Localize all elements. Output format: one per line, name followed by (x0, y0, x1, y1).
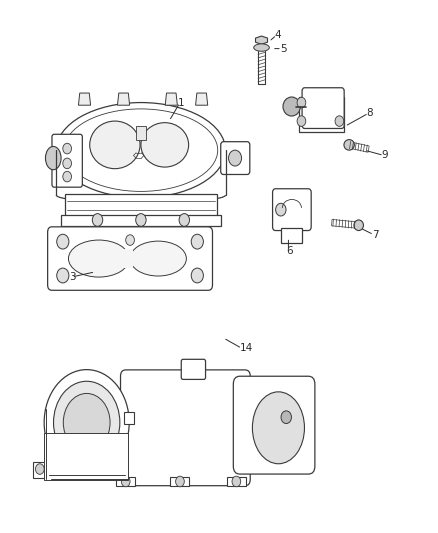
Ellipse shape (281, 411, 291, 424)
FancyBboxPatch shape (181, 359, 205, 379)
Ellipse shape (141, 123, 189, 167)
Text: 5: 5 (280, 44, 286, 54)
Ellipse shape (57, 102, 226, 198)
Text: 9: 9 (381, 150, 389, 160)
Ellipse shape (44, 369, 129, 475)
Ellipse shape (179, 214, 190, 227)
Polygon shape (124, 412, 134, 424)
Ellipse shape (176, 476, 184, 487)
Ellipse shape (68, 240, 129, 277)
Polygon shape (170, 477, 190, 486)
FancyBboxPatch shape (302, 88, 344, 128)
Text: 14: 14 (240, 343, 253, 353)
Text: 1: 1 (178, 98, 184, 108)
Ellipse shape (229, 150, 242, 166)
Text: 3: 3 (69, 272, 76, 282)
Ellipse shape (276, 203, 286, 216)
Polygon shape (44, 433, 128, 480)
Polygon shape (165, 93, 177, 105)
Ellipse shape (252, 392, 304, 464)
Bar (111, 249, 133, 268)
Ellipse shape (254, 44, 269, 51)
Text: 4: 4 (275, 30, 281, 40)
Ellipse shape (297, 98, 306, 108)
Polygon shape (78, 93, 91, 105)
Ellipse shape (283, 97, 300, 116)
Text: 6: 6 (286, 246, 293, 256)
Bar (65, 194, 217, 216)
Ellipse shape (92, 214, 103, 227)
Polygon shape (349, 142, 369, 152)
FancyBboxPatch shape (272, 189, 311, 231)
Ellipse shape (354, 220, 364, 231)
FancyBboxPatch shape (48, 227, 212, 290)
Text: 7: 7 (372, 230, 378, 240)
Bar (136, 126, 146, 140)
Ellipse shape (191, 268, 203, 283)
Polygon shape (117, 93, 130, 105)
Ellipse shape (57, 234, 69, 249)
Ellipse shape (90, 121, 140, 168)
Polygon shape (332, 220, 359, 229)
Ellipse shape (63, 171, 71, 182)
Polygon shape (116, 477, 135, 486)
Ellipse shape (64, 393, 110, 451)
Ellipse shape (191, 234, 203, 249)
Ellipse shape (126, 235, 134, 245)
Polygon shape (282, 228, 302, 243)
Ellipse shape (136, 214, 146, 227)
Ellipse shape (297, 116, 306, 126)
FancyBboxPatch shape (52, 134, 82, 187)
Ellipse shape (121, 476, 130, 487)
FancyBboxPatch shape (221, 142, 250, 174)
Ellipse shape (232, 476, 241, 487)
Polygon shape (196, 93, 208, 105)
Ellipse shape (344, 140, 354, 150)
Ellipse shape (335, 116, 344, 126)
Ellipse shape (46, 147, 61, 169)
FancyBboxPatch shape (120, 370, 250, 486)
Polygon shape (33, 462, 49, 478)
Ellipse shape (57, 268, 69, 283)
Ellipse shape (35, 464, 44, 474)
Ellipse shape (130, 241, 187, 276)
Polygon shape (227, 477, 246, 486)
Polygon shape (299, 98, 344, 132)
Polygon shape (255, 36, 268, 44)
Ellipse shape (63, 158, 71, 168)
Text: 8: 8 (367, 108, 373, 118)
Ellipse shape (53, 381, 120, 464)
FancyBboxPatch shape (233, 376, 315, 474)
Bar (60, 215, 221, 226)
Ellipse shape (63, 143, 71, 154)
Ellipse shape (64, 109, 218, 191)
